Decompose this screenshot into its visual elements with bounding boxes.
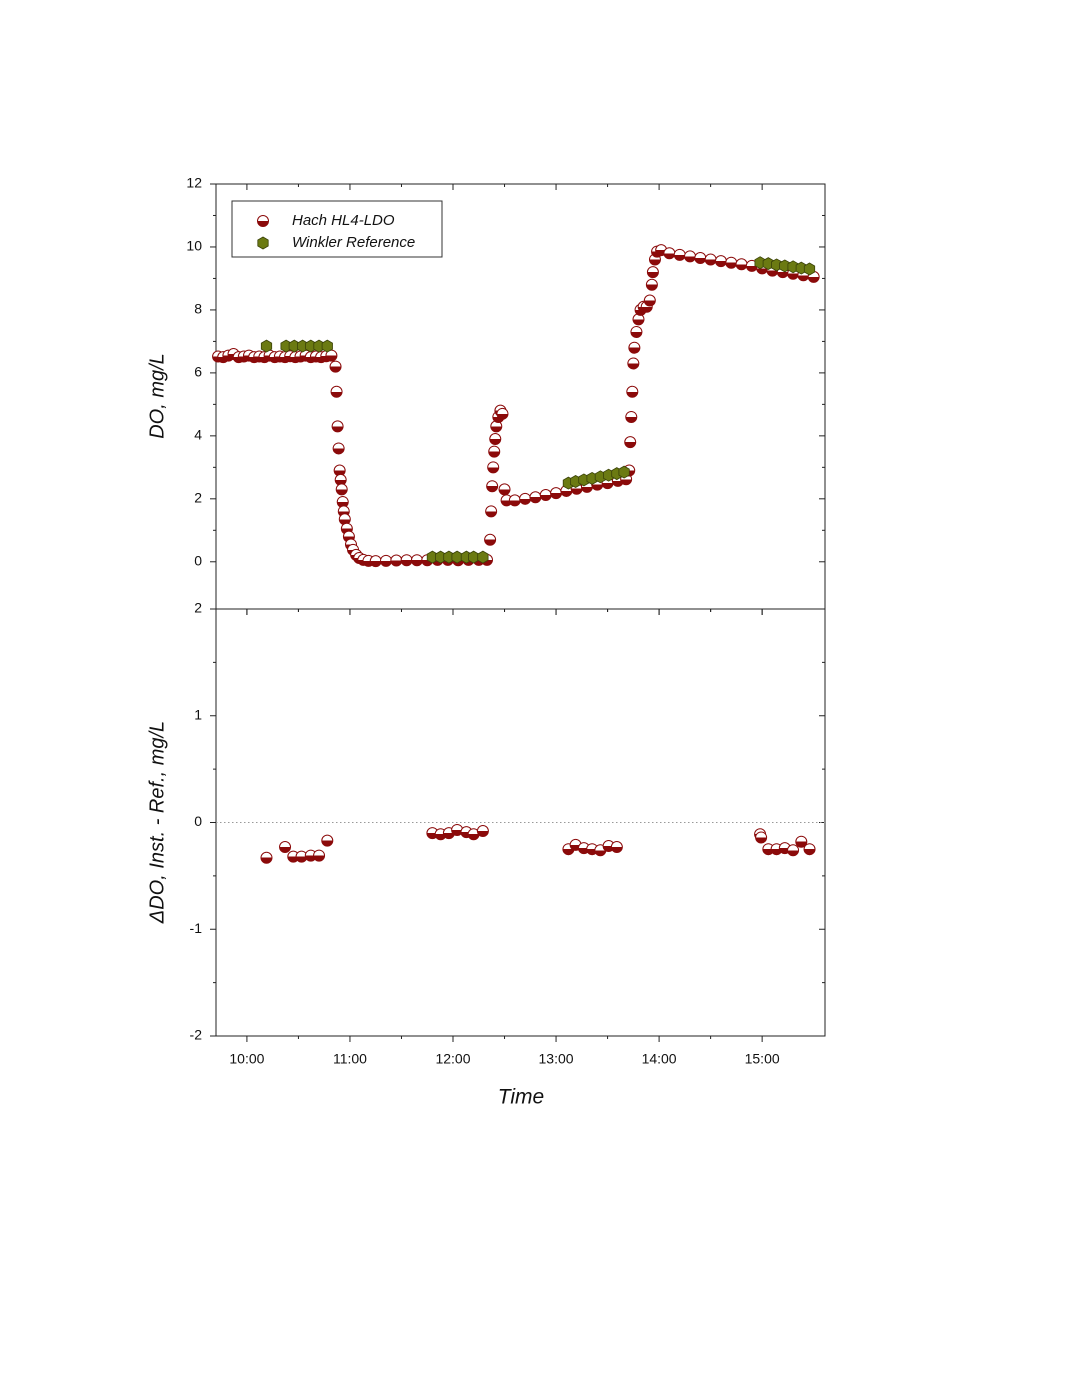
hach-marker [735, 258, 748, 271]
y-tick-label: 2 [194, 600, 202, 616]
winkler-marker [803, 262, 816, 276]
legend-label: Hach HL4-LDO [292, 212, 395, 229]
hach-marker [610, 841, 623, 854]
hach-marker [260, 851, 273, 864]
y-tick-label: 0 [194, 813, 202, 829]
y-tick-label: -1 [190, 920, 203, 936]
y-tick-label: 8 [194, 301, 202, 317]
hach-marker [485, 505, 498, 518]
plot-frame [215, 183, 826, 1037]
hach-marker [476, 825, 489, 838]
legend-box [231, 200, 443, 258]
winkler-marker [477, 550, 489, 564]
legend-marker [257, 215, 269, 227]
hach-marker [331, 420, 344, 433]
hach-marker [663, 247, 676, 260]
x-tick-label: 11:00 [333, 1051, 367, 1067]
hach-marker [624, 436, 637, 449]
hach-marker [787, 844, 800, 857]
y-axis-title: ΔDO, Inst. - Ref., mg/L [146, 721, 168, 924]
hach-marker [704, 253, 717, 266]
y-tick-label: -2 [190, 1027, 203, 1043]
hach-marker [332, 442, 345, 455]
legend: Hach HL4-LDO Winkler Reference [231, 200, 443, 258]
hach-marker [795, 835, 808, 848]
y-tick-label: 2 [194, 490, 202, 506]
hach-marker [550, 487, 563, 500]
hach-marker [390, 554, 403, 567]
hach-marker [714, 255, 727, 268]
x-tick-label: 15:00 [745, 1051, 780, 1067]
winkler-marker [321, 339, 333, 353]
hach-marker [508, 494, 521, 507]
winkler-marker [260, 339, 273, 353]
hach-marker [673, 248, 686, 261]
hach-marker [335, 483, 348, 496]
hach-marker [369, 555, 382, 568]
hach-marker [313, 849, 326, 862]
y-tick-label: 4 [194, 427, 202, 443]
hach-marker [519, 492, 532, 505]
hach-marker [496, 407, 509, 420]
hach-marker [694, 251, 707, 264]
hach-marker [279, 841, 292, 854]
hach-marker [486, 480, 499, 493]
winkler-marker [467, 550, 480, 564]
x-axis-title: Time [498, 1086, 544, 1109]
hach-marker [630, 325, 643, 338]
hach-marker [645, 278, 658, 291]
hach-marker [489, 433, 502, 445]
x-tick-label: 13:00 [539, 1051, 574, 1067]
hach-marker [803, 843, 816, 856]
winkler-marker [451, 550, 463, 564]
y-tick-label: 6 [194, 364, 202, 380]
hach-marker [484, 533, 497, 546]
hach-marker [488, 445, 501, 458]
hach-marker [380, 554, 393, 567]
hach-marker [725, 256, 738, 269]
y-axis-title: DO, mg/L [146, 353, 168, 439]
y-tick-label: 1 [194, 706, 202, 722]
x-tick-label: 14:00 [642, 1051, 677, 1067]
hach-marker [646, 266, 659, 279]
legend-label: Winkler Reference [292, 234, 415, 251]
legend-marker [257, 236, 269, 250]
y-tick-label: 0 [194, 552, 202, 568]
hach-marker [627, 357, 640, 370]
hach-marker [400, 554, 413, 567]
hach-marker [626, 385, 639, 398]
hach-marker [487, 461, 500, 474]
hach-marker [755, 831, 768, 844]
hach-marker [498, 483, 511, 496]
hach-marker [628, 341, 641, 354]
hach-marker [643, 294, 656, 307]
hach-marker [410, 554, 423, 567]
y-tick-label: 12 [186, 175, 202, 191]
hach-marker [625, 410, 638, 423]
hach-marker [529, 491, 542, 504]
winkler-marker [618, 465, 630, 479]
x-tick-label: 12:00 [435, 1051, 470, 1067]
hach-marker [329, 360, 342, 373]
hach-marker [539, 489, 552, 502]
hach-marker [330, 385, 343, 398]
hach-marker [684, 250, 697, 263]
x-tick-label: 10:00 [229, 1051, 264, 1067]
hach-marker [321, 834, 334, 847]
y-tick-label: 10 [186, 238, 202, 254]
